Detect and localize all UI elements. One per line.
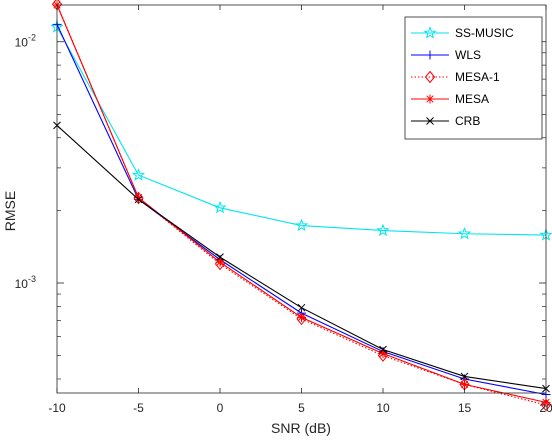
legend-marker-mesa-1 — [424, 70, 436, 84]
data-point-ss-music — [131, 168, 146, 181]
x-axis-label: SNR (dB) — [271, 420, 331, 436]
legend-marker-crb — [426, 117, 434, 125]
legend-marker-wls — [425, 50, 435, 60]
data-point-ss-music — [376, 223, 390, 237]
legend-marker-mesa — [425, 94, 435, 104]
data-point-mesa — [541, 397, 551, 407]
y-tick-label: 10-2 — [15, 33, 36, 50]
x-tick-label: -5 — [133, 401, 144, 415]
data-point-crb — [134, 195, 143, 204]
legend-entry-mesa-1: MESA-1 — [411, 70, 500, 84]
legend-label-mesa-1: MESA-1 — [455, 70, 500, 84]
legend-label-crb: CRB — [455, 114, 480, 128]
x-tick-label: 10 — [376, 401, 390, 415]
data-point-crb — [460, 372, 469, 381]
legend-entry-mesa: MESA — [411, 92, 489, 106]
x-tick-label: 20 — [539, 401, 552, 415]
axes-layer: -10 -5 0 5 10 15 20 10-2 10-3 — [15, 4, 552, 415]
series-line-ss-music — [56, 26, 547, 236]
y-axis-label: RMSE — [2, 191, 18, 231]
data-point-crb — [216, 253, 224, 261]
legend-marker-ss-music — [423, 26, 437, 39]
data-point-crb — [379, 345, 387, 354]
data-point-mesa — [297, 312, 306, 322]
data-point-ss-music — [294, 218, 309, 232]
data-point-ss-music — [213, 200, 227, 214]
legend-entry-wls: WLS — [411, 48, 481, 62]
data-point-mesa — [134, 193, 143, 203]
x-tick-label: -10 — [48, 401, 66, 415]
legend-entry-ss-music: SS-MUSIC — [411, 26, 514, 40]
data-point-mesa — [460, 379, 469, 389]
data-point-crb — [297, 303, 306, 312]
x-tick-label: 0 — [217, 401, 224, 415]
data-point-ss-music — [457, 226, 472, 240]
series-crb — [53, 121, 550, 393]
data-point-mesa-1 — [540, 398, 552, 412]
legend-label-mesa: MESA — [455, 92, 489, 106]
x-tick-label: 15 — [458, 401, 472, 415]
legend-entry-crb: CRB — [411, 114, 480, 128]
y-tick-label: 10-3 — [15, 274, 36, 291]
x-tick-label: 5 — [298, 401, 305, 415]
series-layer — [50, 0, 552, 412]
legend-label-ss-music: SS-MUSIC — [455, 26, 514, 40]
legend: SS-MUSIC WLS MESA-1 MESA CRB — [404, 16, 543, 140]
legend-label-wls: WLS — [455, 48, 481, 62]
